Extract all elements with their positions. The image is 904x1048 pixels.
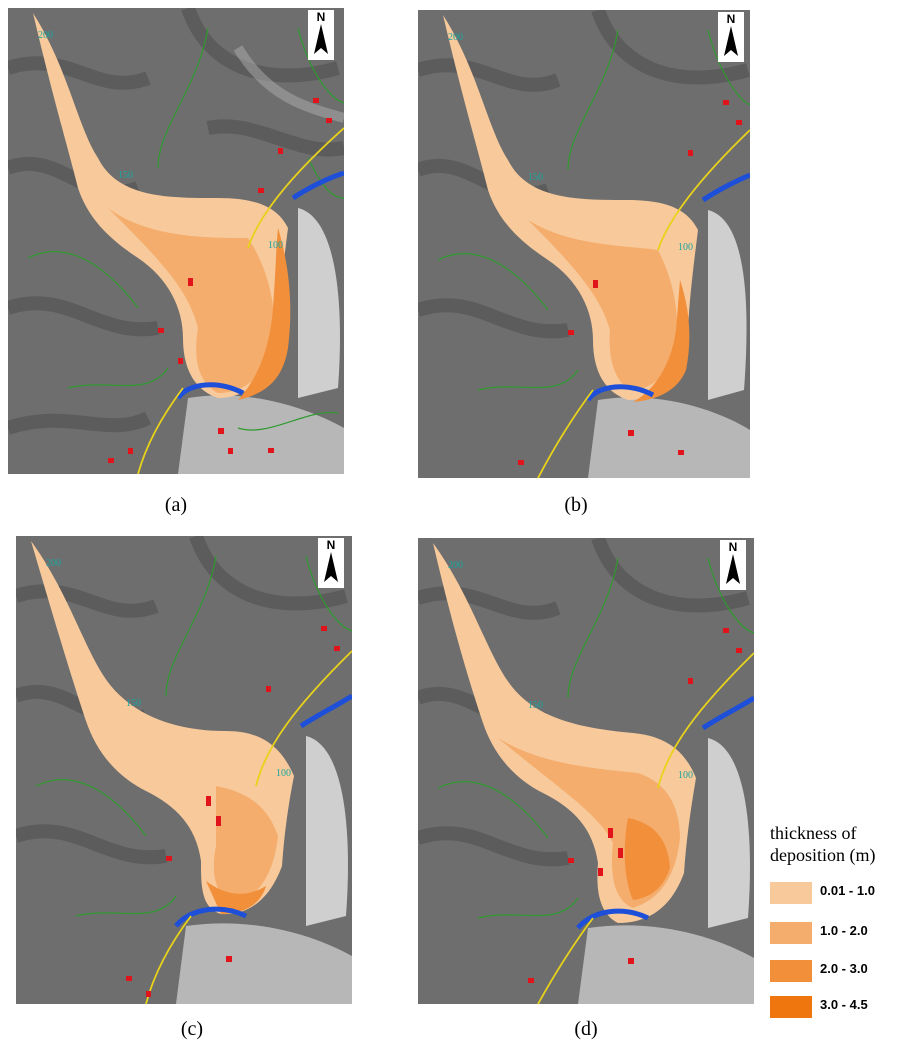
contour-label: 200 — [448, 32, 463, 43]
contour-lines — [437, 29, 750, 391]
caption-c: (c) — [180, 1018, 204, 1040]
contour-lines — [27, 27, 344, 431]
north-arrow: N — [718, 12, 744, 62]
legend-label-1: 0.01 - 1.0 — [820, 883, 875, 898]
contour-label: 100 — [268, 240, 283, 251]
legend-label-2: 1.0 - 2.0 — [820, 923, 868, 938]
map-panel-b: 200 150 100 N — [418, 10, 750, 478]
contour-label: 200 — [448, 560, 463, 571]
buildings — [108, 98, 332, 463]
legend-title-line2: deposition (m) — [770, 845, 876, 865]
river — [585, 172, 750, 402]
legend-label-4: 3.0 - 4.5 — [820, 997, 868, 1012]
buildings — [518, 100, 742, 465]
contour-label: 100 — [678, 770, 693, 781]
road — [537, 129, 750, 478]
north-label: N — [326, 538, 336, 552]
legend-item-4: 3.0 - 4.5 — [770, 996, 900, 1020]
legend-swatch-4 — [770, 996, 812, 1018]
contour-lines — [35, 555, 352, 917]
buildings — [528, 628, 742, 983]
legend: thickness of deposition (m) 0.01 - 1.0 1… — [770, 822, 900, 1018]
legend-swatch-3 — [770, 960, 812, 982]
contour-label: 200 — [46, 558, 61, 569]
caption-a: (a) — [164, 494, 188, 516]
north-label: N — [726, 12, 736, 26]
map-panel-c: 200 150 100 N — [16, 536, 352, 1004]
deposition-1-2 — [213, 786, 278, 904]
contour-label: 100 — [678, 242, 693, 253]
buildings — [126, 626, 340, 997]
contour-label: 150 — [528, 700, 543, 711]
legend-swatch-2 — [770, 922, 812, 944]
deposition-2-3 — [633, 280, 690, 402]
caption-d: (d) — [574, 1018, 598, 1040]
contour-lines — [437, 557, 754, 919]
legend-title-line1: thickness of — [770, 823, 857, 843]
map-c-svg: 200 150 100 — [16, 536, 352, 1004]
road — [137, 127, 344, 474]
map-a-svg: 200 150 100 — [8, 8, 344, 474]
road — [537, 652, 754, 1004]
contour-label: 100 — [276, 768, 291, 779]
legend-item-3: 2.0 - 3.0 — [770, 960, 900, 984]
legend-item-2: 1.0 - 2.0 — [770, 922, 900, 946]
map-d-svg: 200 150 100 — [418, 538, 754, 1004]
map-panel-a: 200 150 100 N — [8, 8, 344, 474]
deposition-2-3 — [238, 228, 291, 400]
contour-label: 150 — [528, 172, 543, 183]
legend-item-1: 0.01 - 1.0 — [770, 882, 900, 906]
deposition-2-3 — [206, 881, 266, 914]
river — [174, 693, 352, 928]
north-label: N — [316, 10, 326, 24]
north-arrow: N — [720, 540, 746, 590]
river — [291, 170, 344, 201]
map-b-svg: 200 150 100 — [418, 10, 750, 478]
contour-label: 150 — [126, 698, 141, 709]
legend-label-3: 2.0 - 3.0 — [820, 961, 868, 976]
deposition-1-2 — [108, 208, 275, 393]
contour-label: 150 — [118, 170, 133, 181]
caption-b: (b) — [564, 494, 588, 516]
north-label: N — [728, 540, 738, 554]
north-arrow: N — [318, 538, 344, 588]
map-panel-d: 200 150 100 N — [418, 538, 754, 1004]
contour-label: 200 — [38, 30, 53, 41]
river — [576, 695, 754, 930]
deposition-2-3 — [624, 818, 670, 900]
hillslope-light — [298, 208, 340, 398]
deposition-1-2 — [528, 220, 678, 390]
legend-swatch-1 — [770, 882, 812, 904]
north-arrow: N — [308, 10, 334, 60]
